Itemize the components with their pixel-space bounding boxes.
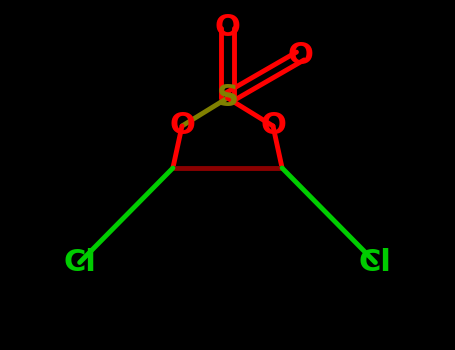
Text: O: O — [288, 42, 313, 70]
Text: O: O — [215, 14, 240, 42]
Text: S: S — [217, 84, 238, 112]
Text: Cl: Cl — [63, 248, 96, 277]
Text: Cl: Cl — [359, 248, 392, 277]
Text: O: O — [260, 112, 286, 140]
Text: O: O — [169, 112, 195, 140]
